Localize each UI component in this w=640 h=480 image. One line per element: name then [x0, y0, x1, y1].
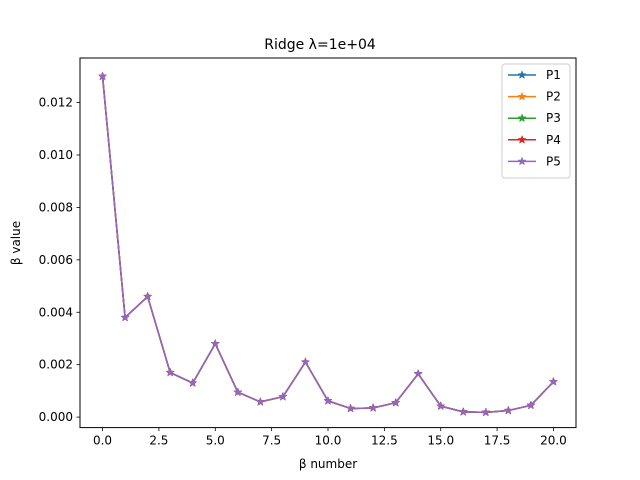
- data-point-p5: [413, 368, 423, 378]
- x-tick-label: 10.0: [315, 434, 342, 448]
- data-point-p5: [390, 397, 401, 407]
- data-point-p5: [436, 401, 446, 411]
- data-point-p5: [255, 396, 266, 406]
- x-tick-label: 12.5: [371, 434, 398, 448]
- chart-title: Ridge λ=1e+04: [264, 37, 376, 53]
- y-tick-label: 0.000: [39, 410, 73, 424]
- data-point-p5: [323, 395, 333, 405]
- legend-label-p3: P3: [546, 111, 561, 125]
- x-tick-label: 0.0: [93, 434, 112, 448]
- data-point-p5: [458, 406, 468, 416]
- legend-marker-p4: [517, 134, 527, 144]
- y-tick-label: 0.004: [39, 305, 73, 319]
- data-point-p5: [142, 291, 153, 301]
- data-point-p5: [300, 357, 311, 367]
- y-tick-label: 0.008: [39, 200, 73, 214]
- y-axis: 0.000 0.002 0.004 0.006 0.008 0.010 0.012: [39, 96, 80, 424]
- legend-box: [501, 63, 571, 179]
- data-point-p5: [481, 407, 491, 417]
- legend: P1 P2 P3 P4 P5: [501, 63, 571, 179]
- legend-marker-p5: [517, 156, 527, 166]
- x-tick-label: 7.5: [262, 434, 281, 448]
- y-tick-label: 0.006: [39, 253, 73, 267]
- y-tick-label: 0.012: [39, 96, 73, 110]
- data-point-p5: [526, 400, 536, 410]
- y-axis-label: β value: [9, 221, 23, 265]
- y-tick-label: 0.002: [39, 358, 73, 372]
- data-point-p5: [503, 405, 514, 415]
- data-point-p5: [233, 387, 243, 397]
- data-point-p5: [188, 378, 198, 388]
- x-tick-label: 5.0: [206, 434, 225, 448]
- legend-label-p1: P1: [546, 68, 561, 82]
- data-point-p5: [165, 367, 175, 377]
- x-axis-label: β number: [299, 457, 357, 471]
- data-point-p5: [120, 312, 130, 322]
- x-tick-label: 17.5: [484, 434, 511, 448]
- x-tick-label: 15.0: [427, 434, 454, 448]
- legend-marker-p2: [517, 91, 527, 101]
- data-point-p5: [210, 338, 220, 348]
- legend-marker-p1: [517, 70, 527, 79]
- x-tick-label: 2.5: [149, 434, 168, 448]
- data-point-p5: [278, 391, 288, 401]
- legend-marker-p3: [517, 113, 527, 123]
- x-axis: 0.0 2.5 5.0 7.5 10.0 12.5 15.0 17.5 20.0: [93, 427, 567, 448]
- plot-area: [97, 71, 559, 417]
- legend-label-p4: P4: [546, 133, 561, 147]
- y-tick-label: 0.010: [39, 148, 73, 162]
- x-tick-label: 20.0: [540, 434, 567, 448]
- legend-label-p5: P5: [546, 154, 561, 168]
- data-point-p5: [368, 403, 378, 412]
- data-point-p5: [97, 71, 108, 81]
- data-point-p5: [345, 403, 356, 413]
- legend-label-p2: P2: [546, 90, 561, 104]
- data-point-p5: [548, 376, 559, 386]
